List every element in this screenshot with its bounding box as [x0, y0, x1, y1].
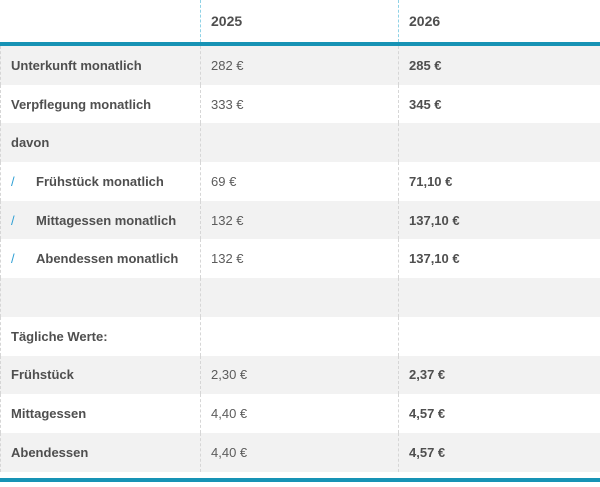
value-2026: 2,37 €	[398, 355, 600, 395]
row-label: Abendessen	[11, 444, 89, 460]
table-row: Verpflegung monatlich 333 € 345 €	[0, 84, 600, 124]
header-cell-2025: 2025	[200, 0, 398, 42]
table-body: Unterkunft monatlich 282 € 285 € Verpfle…	[0, 46, 600, 472]
header-cell-empty	[0, 0, 200, 42]
column-header-2026: 2026	[409, 13, 441, 29]
value-2025: 282 €	[200, 46, 398, 85]
value-2025: 4,40 €	[200, 432, 398, 472]
value-2025: 2,30 €	[200, 355, 398, 395]
row-label-cell: davon	[0, 123, 200, 163]
slash-icon: /	[11, 173, 15, 189]
value-2026: 137,10 €	[398, 200, 600, 240]
slash-icon: /	[11, 251, 15, 267]
value-2025	[200, 316, 398, 356]
table-row	[0, 278, 600, 317]
row-label-cell: Frühstück	[0, 355, 200, 395]
row-label: Frühstück monatlich	[36, 173, 164, 189]
table-row: Abendessen 4,40 € 4,57 €	[0, 432, 600, 472]
table-row: / Frühstück monatlich 69 € 71,10 €	[0, 162, 600, 201]
value-2026	[398, 278, 600, 317]
table-row: / Abendessen monatlich 132 € 137,10 €	[0, 239, 600, 279]
column-header-2025: 2025	[211, 13, 243, 29]
table-header-row: 2025 2026	[0, 0, 600, 42]
bottom-divider-rule	[0, 477, 600, 482]
table-row: davon	[0, 123, 600, 163]
value-2025	[200, 278, 398, 317]
header-cell-2026: 2026	[398, 0, 600, 42]
row-label-cell: Verpflegung monatlich	[0, 84, 200, 124]
value-2025	[200, 123, 398, 163]
row-label: Frühstück	[11, 367, 74, 383]
bottom-gap	[0, 471, 600, 478]
row-label: davon	[11, 135, 50, 151]
value-2025: 69 €	[200, 162, 398, 201]
row-label: Mittagessen monatlich	[36, 212, 177, 228]
slash-icon: /	[11, 212, 15, 228]
row-label-cell: Unterkunft monatlich	[0, 46, 200, 85]
row-label: Abendessen monatlich	[36, 251, 179, 267]
table-row: Frühstück 2,30 € 2,37 €	[0, 355, 600, 395]
row-label: Mittagessen	[11, 406, 87, 422]
row-label: Tägliche Werte:	[11, 328, 108, 344]
row-label-cell: Tägliche Werte:	[0, 316, 200, 356]
row-label-cell: Abendessen	[0, 432, 200, 472]
value-2026: 345 €	[398, 84, 600, 124]
table-row: / Mittagessen monatlich 132 € 137,10 €	[0, 200, 600, 240]
table-row: Unterkunft monatlich 282 € 285 €	[0, 46, 600, 85]
value-2026: 4,57 €	[398, 432, 600, 472]
row-label-cell: / Abendessen monatlich	[0, 239, 200, 279]
value-2026: 71,10 €	[398, 162, 600, 201]
value-2025: 132 €	[200, 239, 398, 279]
value-2026: 285 €	[398, 46, 600, 85]
table-row: Tägliche Werte:	[0, 316, 600, 356]
row-label: Unterkunft monatlich	[11, 57, 142, 73]
row-label: Verpflegung monatlich	[11, 96, 152, 112]
row-label-cell: / Frühstück monatlich	[0, 162, 200, 201]
value-2025: 4,40 €	[200, 394, 398, 433]
top-divider-rule	[0, 42, 600, 46]
table-row: Mittagessen 4,40 € 4,57 €	[0, 394, 600, 433]
row-label-cell: Mittagessen	[0, 394, 200, 433]
row-label-cell	[0, 278, 200, 317]
value-2026: 137,10 €	[398, 239, 600, 279]
value-2025: 333 €	[200, 84, 398, 124]
value-2026	[398, 316, 600, 356]
value-2026	[398, 123, 600, 163]
value-2026: 4,57 €	[398, 394, 600, 433]
row-label-cell: / Mittagessen monatlich	[0, 200, 200, 240]
value-2025: 132 €	[200, 200, 398, 240]
